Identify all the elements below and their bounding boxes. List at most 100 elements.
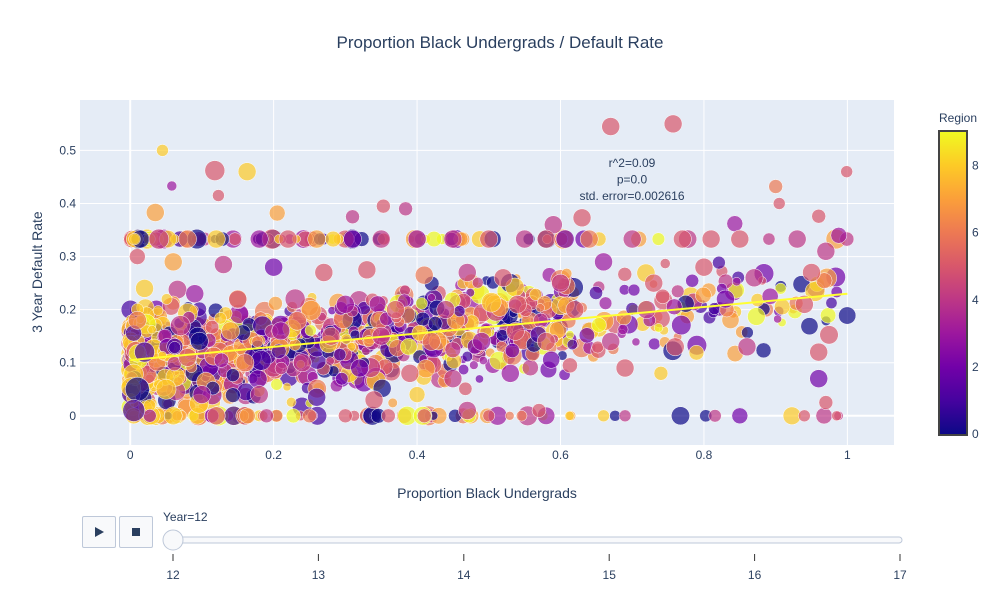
scatter-point (551, 273, 570, 293)
scatter-point (521, 359, 539, 377)
y-tick-label: 0 (69, 409, 76, 423)
scatter-point (685, 273, 699, 288)
scatter-point (815, 272, 833, 289)
slider-tick-label: 15 (603, 568, 617, 582)
year-slider[interactable]: 12 13 14 15 16 17 (162, 529, 907, 582)
scatter-point (129, 248, 146, 265)
scatter-point (565, 300, 585, 319)
scatter-point (414, 265, 434, 285)
scatter-point (601, 117, 620, 136)
scatter-point (178, 348, 197, 367)
scatter-point (192, 385, 212, 404)
scatter-point (755, 342, 772, 359)
trendline-line (130, 292, 848, 362)
scatter-point (631, 337, 641, 347)
scatter-point (653, 366, 669, 381)
scatter-point (838, 306, 857, 325)
scatter-point (562, 357, 578, 374)
scatter-point (338, 408, 353, 424)
scatter-point (325, 356, 335, 366)
scatter-point (225, 387, 241, 403)
scatter-point (408, 386, 426, 403)
scatter-point (161, 293, 173, 305)
scatter-point (274, 361, 288, 375)
scatter-point (444, 341, 461, 358)
scatter-point (458, 381, 473, 396)
y-tick-label: 0.4 (59, 197, 76, 211)
slider-rail[interactable] (171, 536, 903, 544)
scatter-point (163, 252, 183, 272)
scatter-point (286, 397, 297, 408)
stop-button[interactable] (119, 516, 153, 548)
scatter-point (701, 229, 721, 249)
scatter-point (795, 295, 814, 314)
scatter-point (122, 399, 146, 422)
scatter-point (386, 300, 405, 319)
scatter-point (458, 263, 477, 282)
scatter-point (615, 358, 635, 378)
scatter-point (135, 279, 154, 298)
scatter-point (666, 298, 683, 315)
scatter-point (479, 229, 499, 249)
scatter-point (644, 273, 663, 293)
scatter-point (250, 385, 269, 404)
scatter-point (475, 374, 484, 384)
scatter-point (268, 204, 286, 222)
scatter-point (820, 307, 837, 324)
scatter-point (536, 332, 556, 351)
scatter-point (228, 289, 248, 309)
scatter-point (152, 305, 164, 316)
scatter-point (155, 379, 177, 400)
scatter-point (336, 295, 355, 314)
scatter-point (163, 406, 183, 426)
scatter-point (350, 358, 369, 378)
scatter-point (809, 369, 828, 388)
scatter-point (741, 326, 754, 339)
scatter-point (747, 307, 766, 326)
scatter-point (744, 268, 764, 288)
annotation-line: r^2=0.09 (609, 156, 656, 170)
color-bar-gradient (940, 132, 966, 434)
scatter-point (673, 229, 692, 249)
scatter-point (566, 339, 578, 351)
scatter-point (774, 282, 787, 295)
scatter-point (364, 390, 384, 410)
x-axis-title: Proportion Black Undergrads (397, 485, 577, 501)
scatter-point (478, 356, 488, 365)
play-button[interactable] (82, 516, 116, 548)
x-tick-label: 0.6 (552, 448, 569, 462)
y-tick-label: 0.2 (59, 303, 76, 317)
scatter-point (221, 321, 240, 341)
scatter-point (415, 297, 428, 310)
scatter-point (589, 286, 603, 300)
y-axis-ticks: 0 0.1 0.2 0.3 0.4 0.5 (59, 143, 76, 422)
scatter-point (458, 401, 477, 420)
scatter-point (304, 324, 317, 337)
scatter-point (653, 323, 664, 333)
scatter-point (572, 208, 592, 228)
scatter-point (819, 325, 839, 345)
slider-tick-label: 16 (748, 568, 762, 582)
x-tick-label: 1 (844, 448, 851, 462)
scatter-point (207, 406, 226, 426)
slider-tick-label: 13 (312, 568, 326, 582)
scatter-point (809, 342, 828, 362)
scatter-point (773, 314, 782, 324)
scatter-point (190, 331, 209, 351)
scatter-point (235, 353, 255, 372)
scatter-point (773, 197, 786, 210)
scatter-point (601, 332, 620, 351)
scatter-point (712, 255, 726, 270)
scatter-point (228, 232, 242, 246)
scatter-point (214, 255, 233, 274)
scatter-point (416, 359, 436, 379)
scatter-point (802, 263, 821, 282)
scatter-point (655, 288, 671, 304)
scatter-point (357, 260, 377, 280)
slider-handle[interactable] (162, 529, 184, 551)
scatter-point (515, 229, 534, 249)
scatter-point (343, 229, 362, 249)
scatter-point (597, 409, 610, 423)
scatter-point (648, 337, 661, 351)
